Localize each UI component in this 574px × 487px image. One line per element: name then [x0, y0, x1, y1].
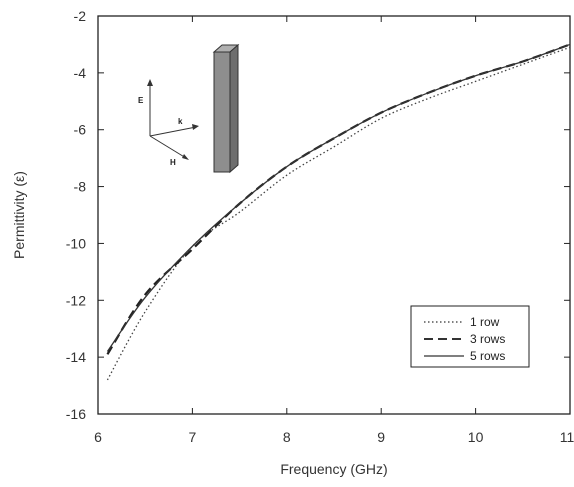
legend-label-1-row: 1 row	[470, 315, 500, 329]
e-field-label: E	[138, 96, 144, 105]
y-tick-label--8: -8	[74, 179, 87, 195]
x-tick-label-9: 9	[377, 429, 385, 445]
legend-box	[410, 305, 530, 368]
y-tick-label--14: -14	[66, 349, 86, 365]
y-tick-label--6: -6	[74, 122, 87, 138]
series-lines	[106, 43, 571, 381]
series-line-5-rows	[106, 43, 571, 352]
legend: 1 row 3 rows 5 rows	[410, 305, 530, 368]
axis-tick-labels: 6 7 8 9 10 11 -2 -4 -6 -8 -10 -12 -14 -16	[66, 8, 574, 445]
k-vector-label: k	[178, 117, 183, 126]
legend-label-5-rows: 5 rows	[470, 349, 505, 363]
x-tick-label-8: 8	[283, 429, 291, 445]
y-tick-label--4: -4	[74, 65, 87, 81]
x-tick-label-6: 6	[94, 429, 102, 445]
y-tick-label--12: -12	[66, 292, 86, 308]
x-tick-label-10: 10	[468, 429, 484, 445]
series-line-1-row	[106, 46, 571, 381]
axis-ticks	[97, 15, 571, 415]
y-tick-label--16: -16	[66, 406, 86, 422]
y-axis-title: Permittivity (ε)	[11, 171, 27, 259]
y-tick-label--2: -2	[74, 8, 87, 24]
legend-label-3-rows: 3 rows	[470, 332, 505, 346]
rod-illustration	[212, 43, 240, 174]
field-orientation-diagram: E k H	[138, 79, 199, 167]
x-tick-label-11: 11	[560, 429, 574, 445]
y-tick-label--10: -10	[66, 235, 86, 251]
x-axis-title: Frequency (GHz)	[280, 461, 387, 477]
h-field-label: H	[170, 158, 176, 167]
x-tick-label-7: 7	[189, 429, 197, 445]
